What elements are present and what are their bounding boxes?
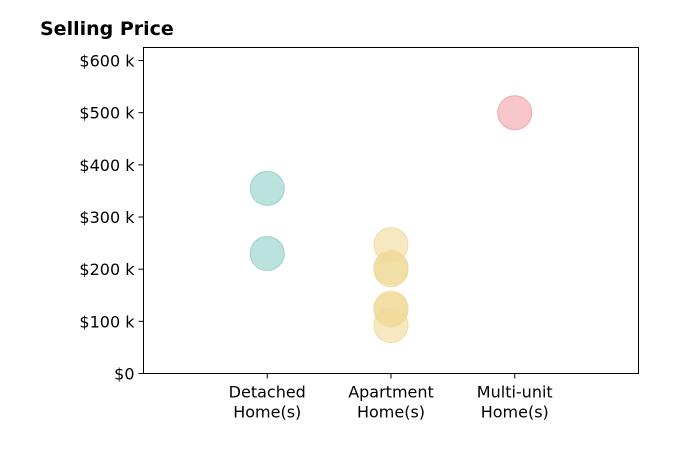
y-tick-label: $0	[114, 365, 134, 384]
y-tick-label: $300 k	[79, 208, 135, 227]
data-point	[373, 252, 409, 288]
y-axis: $0 $100 k $200 k $300 k $400 k $500 k $600 k	[79, 52, 144, 384]
x-tick-label: Apartment Home(s)	[348, 383, 434, 422]
x-tick-label: Detached Home(s)	[229, 383, 306, 422]
x-axis: Detached Home(s) Apartment Home(s) Multi-uni…	[229, 373, 553, 422]
y-tick-label: $600 k	[79, 52, 135, 71]
plot-frame	[143, 47, 639, 374]
chart-title: Selling Price	[40, 18, 174, 40]
data-point	[249, 236, 285, 272]
x-tick-label: Multi-unit Home(s)	[477, 383, 553, 422]
data-point	[497, 95, 533, 131]
y-tick-label: $500 k	[79, 104, 135, 123]
y-tick-label: $400 k	[79, 156, 135, 175]
points-layer	[249, 95, 533, 344]
y-tick-label: $100 k	[79, 312, 135, 331]
data-point	[249, 170, 285, 206]
data-point	[373, 308, 409, 344]
y-tick-label: $200 k	[79, 260, 135, 279]
